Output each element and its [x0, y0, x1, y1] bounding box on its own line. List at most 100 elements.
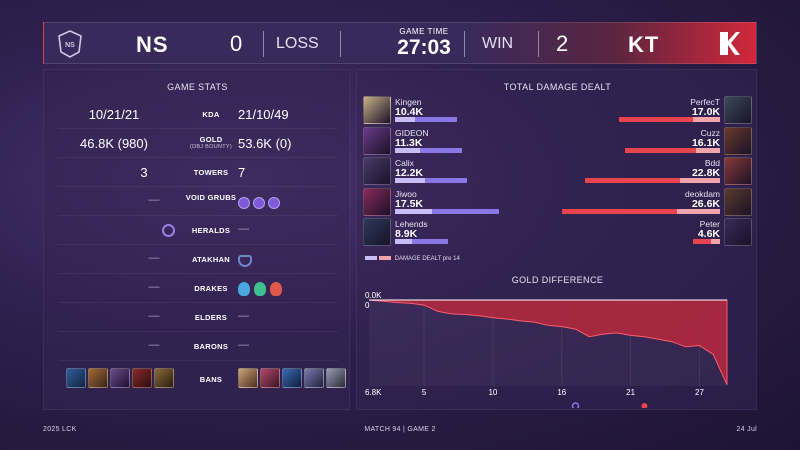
stat-row-drakes: — DRAKES: [44, 274, 351, 302]
gold-diff-area: [368, 299, 728, 385]
team-left-score: 0: [230, 31, 243, 56]
towers-right: 7: [238, 165, 246, 180]
footer-league: 2025 LCK: [43, 426, 77, 433]
player-portrait: [724, 96, 752, 124]
stat-row-heralds: HERALDS —: [44, 216, 351, 244]
player-damage: 4.6K: [697, 228, 720, 240]
gold-label: GOLD (DBJ BOUNTY): [184, 135, 238, 150]
player-portrait: [724, 126, 752, 155]
x-tick-label: 16: [557, 388, 566, 397]
team-right-score: 2: [556, 31, 569, 56]
ban-champion-portrait: [260, 368, 280, 388]
damage-bar: [395, 117, 457, 122]
player-name: GIDEON: [395, 127, 429, 138]
void-grubs-right: [238, 194, 283, 209]
void-grub-icon: [268, 196, 280, 209]
bans-left: [66, 368, 176, 388]
divider: [58, 302, 338, 303]
divider: [58, 186, 338, 187]
void-grubs-left: —: [148, 194, 160, 206]
damage-row-right: Bdd 22.8K: [557, 157, 752, 187]
damage-title: TOTAL DAMAGE DEALT: [503, 82, 612, 92]
atakhan-icon: [238, 254, 252, 267]
player-name: Calix: [395, 158, 414, 168]
kt-logo-icon: [720, 32, 740, 55]
damage-bar: [395, 208, 499, 214]
stat-row-atakhan: — ATAKHAN: [44, 245, 351, 273]
damage-row-left: Jiwoo 17.5K: [363, 187, 553, 218]
gold-sublabel: (DBJ BOUNTY): [189, 144, 233, 150]
damage-bar: [395, 178, 467, 183]
player-damage: 12.2K: [395, 167, 424, 179]
damage-row-right: deokdam 26.6K: [557, 187, 752, 218]
player-portrait: [363, 218, 391, 246]
damage-bar-pre14: [677, 208, 720, 214]
team-left-name: NS: [136, 32, 169, 57]
x-tick-label: 5: [422, 388, 427, 397]
legend-swatch: [379, 256, 391, 261]
ban-champion-portrait: [132, 368, 152, 388]
game-time: 27:03: [397, 36, 451, 59]
player-name: Peter: [699, 219, 720, 229]
damage-bar-pre14: [395, 239, 412, 244]
divider: [58, 331, 338, 332]
damage-bar-pre14: [395, 208, 432, 214]
stat-row-kda: 10/21/21 KDA 21/10/49: [44, 100, 351, 128]
footer-date: 24 Jul: [736, 426, 757, 433]
void-grub-icon: [253, 196, 265, 209]
herald-icon: [161, 224, 175, 238]
towers-left: 3: [140, 165, 148, 180]
gold-diff-title: GOLD DIFFERENCE: [511, 275, 604, 285]
player-name: Jiwoo: [395, 188, 417, 199]
player-name: deokdam: [685, 188, 720, 199]
gold-left: 46.8K (980): [80, 136, 148, 151]
damage-bar: [585, 178, 720, 183]
player-damage: 17.5K: [395, 197, 424, 210]
divider: [58, 244, 338, 245]
damage-bar-pre14: [680, 178, 720, 183]
game-stats-title: GAME STATS: [167, 82, 228, 92]
player-name: Cuzz: [700, 127, 720, 138]
damage-row-right: Peter 4.6K: [557, 218, 752, 248]
barons-left: —: [148, 339, 160, 351]
player-name: Lehends: [395, 219, 428, 229]
damage-legend: DAMAGE DEALT pre 14: [365, 256, 460, 262]
drakes-label: DRAKES: [194, 284, 228, 293]
ban-champion-portrait: [282, 368, 302, 388]
damage-row-right: Cuzz 16.1K: [557, 126, 752, 157]
y-zero-label: 0: [365, 301, 370, 310]
player-name: Kingen: [395, 97, 422, 107]
heralds-right: —: [238, 223, 249, 235]
ban-champion-portrait: [154, 368, 174, 388]
damage-bar: [395, 239, 448, 244]
divider: [58, 360, 338, 361]
baron-icon: [641, 403, 648, 408]
divider: [263, 31, 264, 57]
player-name: PerfecT: [690, 97, 720, 107]
stat-row-void-grubs: — VOID GRUBS: [44, 187, 351, 215]
kda-left: 10/21/21: [88, 107, 140, 122]
y-bottom-label: 6.8K: [365, 388, 382, 397]
barons-right: —: [238, 339, 249, 351]
atakhan-label: ATAKHAN: [191, 255, 231, 264]
stat-row-gold: 46.8K (980) GOLD (DBJ BOUNTY) 53.6K (0): [44, 129, 351, 157]
void-grub-icon: [238, 196, 250, 209]
stat-row-elders: — ELDERS —: [44, 303, 351, 331]
elders-label: ELDERS: [194, 313, 228, 322]
void-grubs-label: VOID GRUBS: [185, 193, 237, 202]
player-portrait: [363, 187, 391, 216]
drakes-left: —: [148, 281, 160, 293]
heralds-label: HERALDS: [191, 226, 231, 235]
damage-row-left: GIDEON 11.3K: [363, 126, 553, 157]
divider: [538, 31, 539, 57]
divider: [58, 157, 338, 158]
player-damage: 10.4K: [395, 106, 424, 118]
player-portrait: [363, 157, 391, 185]
stat-row-bans: BANS: [44, 367, 351, 395]
ban-champion-portrait: [238, 368, 258, 388]
ban-champion-portrait: [304, 368, 324, 388]
damage-row-left: Kingen 10.4K: [363, 96, 553, 126]
ban-champion-portrait: [326, 368, 346, 388]
infernal-drake-icon: [270, 281, 282, 296]
divider: [58, 215, 338, 216]
